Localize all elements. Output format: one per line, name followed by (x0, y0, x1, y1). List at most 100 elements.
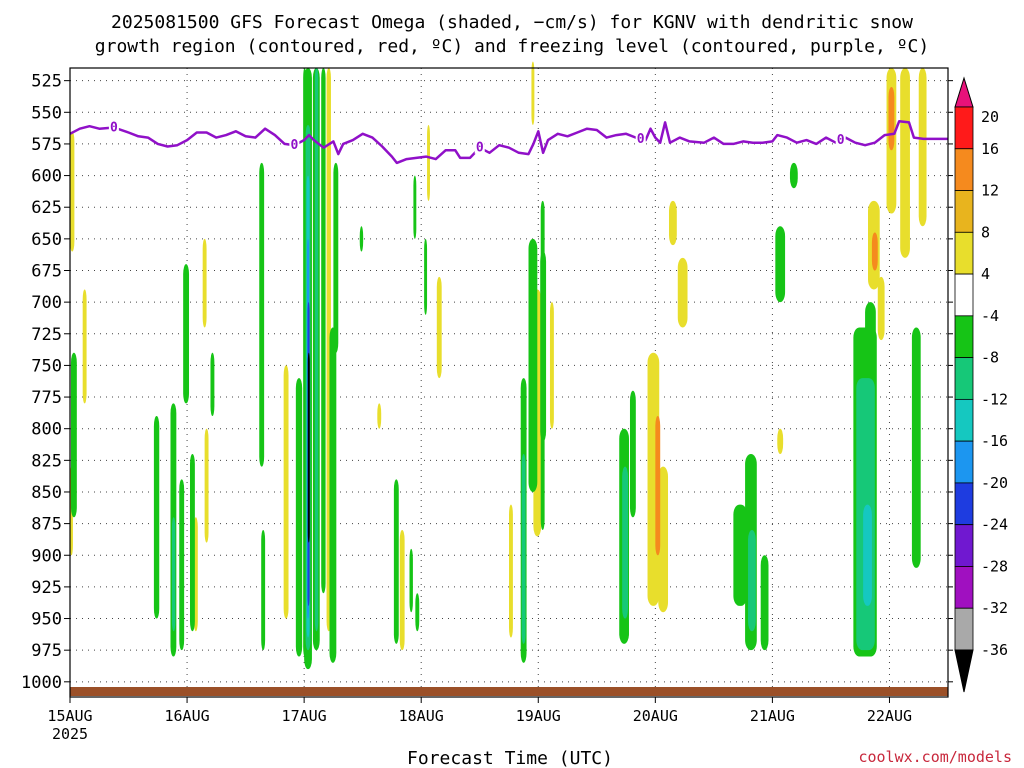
freezing-level-label-bg (289, 138, 300, 152)
colorbar-bottom-arrow (954, 649, 974, 693)
y-tick-label: 575 (31, 135, 62, 155)
y-tick-label: 600 (31, 167, 62, 187)
omega-shaded-region (655, 416, 661, 556)
omega-shaded-region (528, 238, 538, 492)
freezing-level-label: 0 (637, 132, 645, 147)
colorbar-level-label: 20 (981, 108, 999, 126)
omega-shaded-region (189, 454, 195, 632)
omega-shaded-region (871, 232, 878, 271)
colorbar-top-arrow (954, 76, 974, 108)
omega-shaded-region (261, 529, 266, 651)
omega-shaded-region (911, 327, 921, 568)
y-tick-label: 875 (31, 515, 62, 535)
omega-shaded-region (622, 466, 629, 619)
colorbar-swatch (954, 398, 974, 442)
colorbar-swatch (954, 315, 974, 359)
chart-title-line1: 2025081500 GFS Forecast Omega (shaded, −… (111, 12, 913, 33)
omega-shaded-region (329, 327, 337, 663)
y-tick-label: 800 (31, 420, 62, 440)
colorbar-level-label: -20 (981, 474, 1008, 492)
omega-shaded-region (202, 238, 207, 328)
omega-shaded-region (760, 555, 769, 651)
y-tick-label: 700 (31, 293, 62, 313)
y-tick-label: 750 (31, 356, 62, 376)
omega-shaded-region (179, 479, 185, 651)
colorbar-swatch (954, 190, 974, 233)
colorbar-swatch (954, 231, 974, 275)
omega-shaded-region (863, 504, 872, 606)
omega-shaded-region (321, 68, 326, 594)
y-tick-label: 650 (31, 230, 62, 250)
omega-shaded-region (677, 257, 688, 328)
x-tick-label: 19AUG (516, 707, 561, 725)
omega-shaded-region (82, 289, 87, 404)
omega-shaded-region (775, 226, 786, 303)
colorbar-level-label: -12 (981, 390, 1008, 408)
omega-shaded-region (865, 302, 876, 379)
omega-shaded-region (427, 124, 430, 201)
y-tick-label: 900 (31, 546, 62, 566)
ground-surface (70, 687, 948, 696)
omega-shaded-region (748, 529, 756, 632)
omega-shaded-region (204, 428, 209, 543)
y-tick-label: 725 (31, 325, 62, 345)
colorbar-swatch (954, 273, 974, 317)
colorbar-swatch (954, 482, 974, 526)
omega-shaded-region (733, 504, 748, 606)
omega-shaded-region (210, 352, 215, 417)
colorbar-swatch (954, 607, 974, 651)
omega-shaded-region (307, 352, 310, 543)
omega-shaded-region (918, 68, 927, 227)
freezing-level-label-bg (835, 133, 846, 147)
omega-shaded-region (436, 276, 442, 379)
omega-shaded-region (888, 86, 895, 151)
colorbar-legend: 20 16 12 8 4 -4 -8 -12 -16 -20 -24 -28 -32 -36 (954, 76, 1008, 693)
colorbar-level-label: -32 (981, 599, 1008, 617)
omega-shaded-region (509, 504, 513, 638)
omega-shaded-region (424, 238, 428, 315)
freezing-level-label-bg (108, 120, 119, 134)
freezing-level-line (69, 119, 948, 165)
omega-shaded-region (549, 302, 554, 429)
omega-shaded-region (531, 61, 535, 125)
freezing-level-label: 0 (110, 120, 118, 135)
colorbar-level-label: -8 (981, 349, 999, 367)
y-tick-label: 1000 (21, 673, 62, 693)
omega-shaded-region (877, 276, 885, 341)
omega-shaded-region (900, 68, 910, 258)
y-tick-label: 625 (31, 198, 62, 218)
y-tick-label: 775 (31, 388, 62, 408)
credit-text[interactable]: coolwx.com/models (858, 748, 1012, 766)
omega-shaded-region (295, 378, 303, 657)
omega-shaded-region (70, 352, 77, 518)
y-tick-label: 975 (31, 641, 62, 661)
omega-shaded-region (70, 131, 75, 252)
omega-shaded-region (658, 466, 669, 613)
colorbar-swatch (954, 357, 974, 400)
colorbar-level-label: 12 (981, 182, 999, 200)
y-tick-label: 550 (31, 103, 62, 123)
colorbar-level-label: 16 (981, 140, 999, 158)
plot-area: 0 0 0 0 0 (69, 61, 949, 698)
colorbar-level-label: -24 (981, 516, 1008, 534)
freezing-level-label: 0 (837, 133, 845, 148)
colorbar-swatch (954, 524, 974, 567)
y-tick-label: 675 (31, 261, 62, 281)
omega-shaded-region (415, 593, 420, 632)
omega-shaded-region (393, 479, 399, 644)
colorbar-swatch (954, 106, 974, 150)
y-tick-label: 950 (31, 610, 62, 630)
omega-shaded-region (540, 200, 545, 530)
freezing-level-label: 0 (476, 141, 484, 156)
omega-shaded-region (409, 548, 413, 613)
x-tick-label: 17AUG (282, 707, 327, 725)
colorbar-level-label: -36 (981, 641, 1008, 659)
omega-shaded-region (153, 416, 160, 619)
omega-shaded-region (413, 175, 417, 239)
x-tick-label: 22AUG (867, 707, 912, 725)
freezing-level-label-bg (474, 140, 485, 154)
colorbar-level-label: 8 (981, 223, 990, 241)
colorbar-level-label: -28 (981, 557, 1008, 575)
